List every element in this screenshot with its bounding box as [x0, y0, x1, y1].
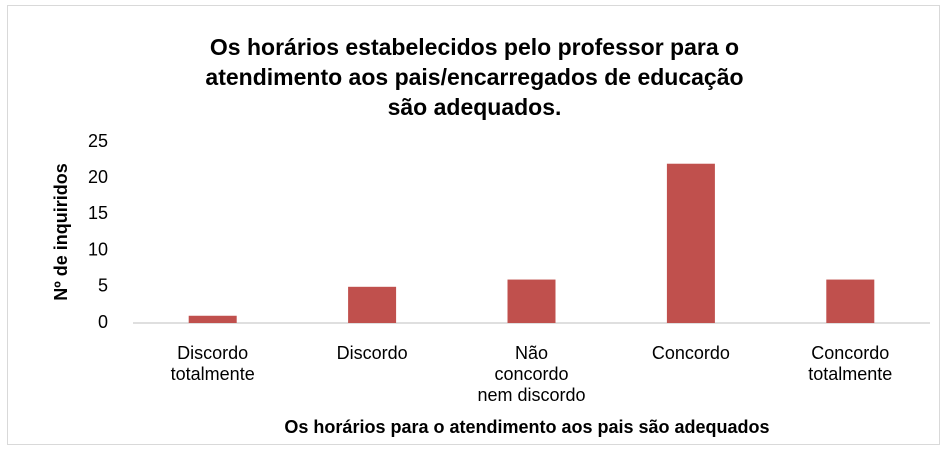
- x-tick-label: Concordo totalmente: [808, 343, 892, 384]
- y-tick-label: 20: [88, 167, 108, 187]
- x-tick-label: Discordo totalmente: [171, 343, 255, 384]
- x-tick-label: Discordo: [337, 343, 408, 363]
- bar: [507, 279, 556, 323]
- x-tick-label: Não concordo nem discordo: [477, 343, 585, 405]
- y-tick-label: 10: [88, 239, 108, 259]
- y-tick-label: 15: [88, 203, 108, 223]
- chart-frame: [7, 5, 940, 445]
- x-axis-label: Os horários para o atendimento aos pais …: [284, 417, 769, 437]
- y-tick-label: 5: [98, 276, 108, 296]
- y-tick-label: 0: [98, 312, 108, 332]
- bar: [666, 163, 715, 323]
- y-tick-label: 25: [88, 131, 108, 151]
- bar: [826, 279, 875, 323]
- x-tick-label: Concordo: [652, 343, 730, 363]
- bar: [188, 315, 237, 323]
- y-axis-label: Nº de inquiridos: [51, 163, 71, 301]
- bar: [348, 286, 397, 323]
- chart-title: Os horários estabelecidos pelo professor…: [205, 34, 744, 120]
